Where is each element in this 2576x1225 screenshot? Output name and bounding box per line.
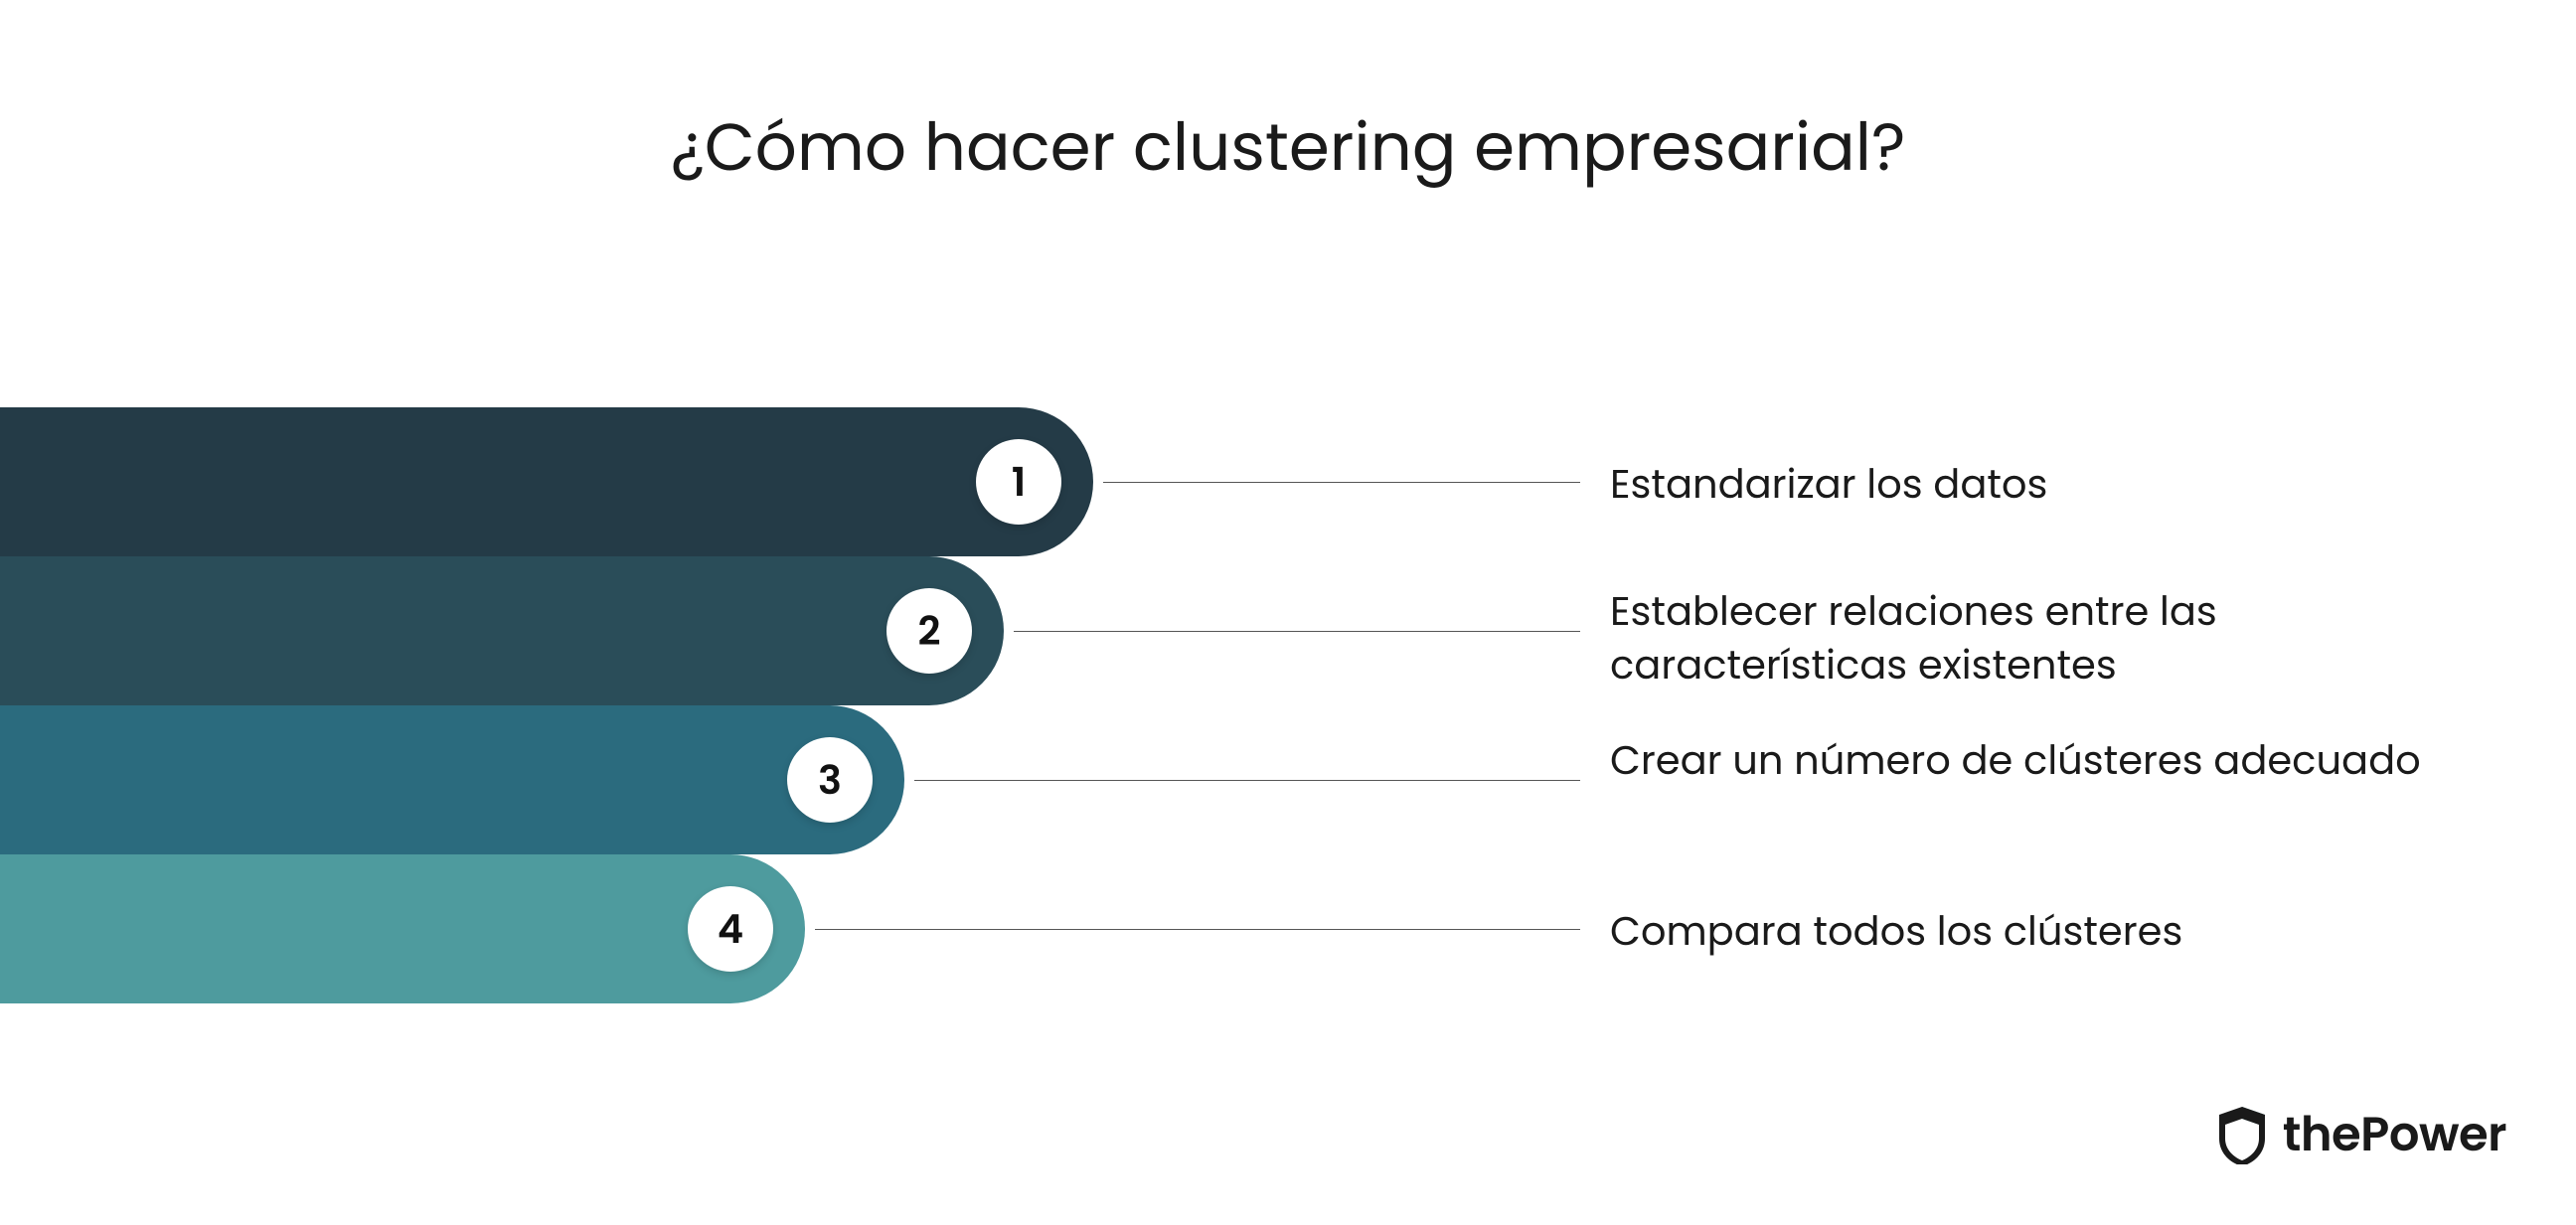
brand-logo-text: thePower [2283,1099,2506,1170]
connector-line-4 [815,929,1580,930]
brand-logo: thePower [2215,1099,2506,1170]
step-desc-2: Establecer relaciones entre las caracter… [1610,584,2496,691]
step-badge-1: 1 [976,439,1061,525]
infographic-canvas: ¿Cómo hacer clustering empresarial? 1 Est… [0,0,2576,1225]
step-bar-2: 2 [0,556,1004,705]
connector-line-1 [1103,482,1580,483]
connector-line-3 [914,780,1580,781]
step-desc-4: Compara todos los clústeres [1610,904,2182,958]
step-desc-3: Crear un número de clústeres adecuado [1610,733,2421,787]
connector-line-2 [1014,631,1580,632]
step-bar-4: 4 [0,854,805,1003]
shield-icon [2215,1105,2269,1164]
step-badge-3: 3 [787,737,873,823]
step-bar-1: 1 [0,407,1093,556]
step-badge-2: 2 [886,588,972,674]
step-desc-1: Estandarizar los datos [1610,457,2047,511]
page-title: ¿Cómo hacer clustering empresarial? [0,99,2576,198]
step-bar-3: 3 [0,705,904,854]
step-badge-4: 4 [688,886,773,972]
